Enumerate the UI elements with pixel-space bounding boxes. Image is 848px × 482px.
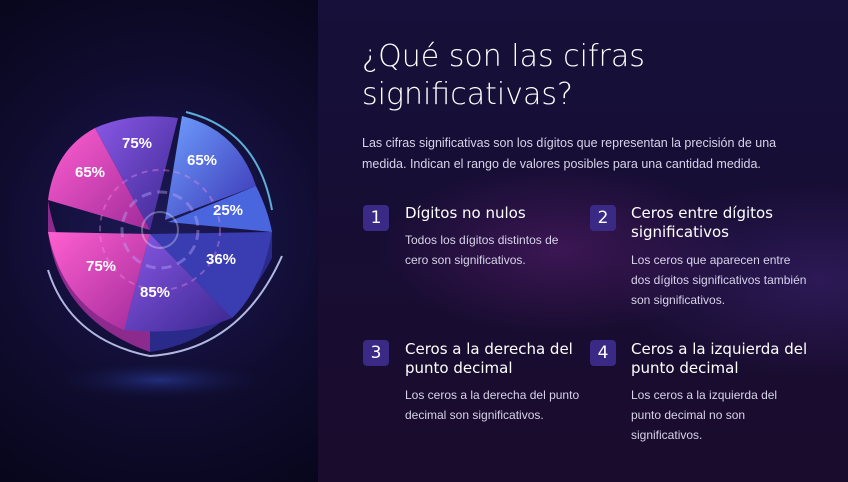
item-heading: Ceros entre dígitos significativos bbox=[631, 204, 774, 241]
item-number-badge: 4 bbox=[590, 340, 616, 366]
pie-slice-1 bbox=[48, 128, 150, 230]
slice-label: 65% bbox=[75, 164, 105, 181]
slice-label: 36% bbox=[206, 251, 236, 268]
outer-arc bbox=[47, 255, 283, 358]
slide-title: ¿Qué son las cifras significativas? bbox=[362, 39, 645, 112]
ring-decoration bbox=[99, 169, 221, 291]
slice-label: 85% bbox=[140, 284, 170, 301]
item-heading: Ceros a la izquierda del punto decimal bbox=[631, 340, 808, 377]
item-description: Los ceros a la izquierda del punto decim… bbox=[631, 388, 778, 442]
intro-text: Las cifras significativas son los dígito… bbox=[362, 136, 777, 171]
item-number-badge: 2 bbox=[590, 205, 616, 231]
item-number-badge: 3 bbox=[363, 340, 389, 366]
pie-illustration: 65% 75% 65% 25% 36% 85% 75% bbox=[40, 111, 283, 402]
pie-slice-6 bbox=[124, 234, 232, 332]
item-description: Los ceros a la derecha del punto decimal… bbox=[405, 388, 580, 422]
slice-label: 75% bbox=[122, 135, 152, 152]
pie-slice-3 bbox=[165, 116, 256, 220]
slice-label: 65% bbox=[187, 152, 217, 169]
slice-label: 75% bbox=[86, 258, 116, 275]
outer-arc bbox=[185, 111, 273, 211]
item-description: Todos los dígitos distintos de cero son … bbox=[405, 233, 559, 267]
item-heading: Dígitos no nulos bbox=[405, 204, 526, 222]
slice-label: 25% bbox=[213, 202, 243, 219]
pie-slice-7 bbox=[48, 232, 150, 330]
ring-decoration bbox=[141, 211, 179, 249]
ring-decoration bbox=[120, 190, 200, 270]
illustration-panel: 65% 75% 65% 25% 36% 85% 75% bbox=[0, 0, 318, 482]
pie-shadow bbox=[40, 358, 280, 402]
pie-slice-5 bbox=[150, 232, 272, 318]
pie-slice-2 bbox=[95, 116, 178, 230]
item-description: Los ceros que aparecen entre dos dígitos… bbox=[631, 253, 807, 307]
pie-slice-4 bbox=[168, 186, 272, 232]
item-heading: Ceros a la derecha del punto decimal bbox=[405, 340, 573, 377]
item-number-badge: 1 bbox=[363, 205, 389, 231]
